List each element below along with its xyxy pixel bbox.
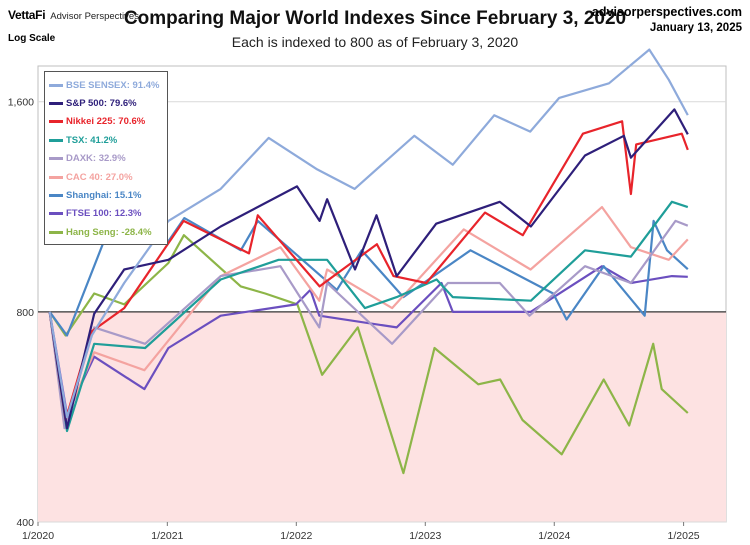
- legend-item: FTSE 100: 12.3%: [49, 205, 163, 223]
- x-tick-label: 1/2024: [538, 530, 570, 542]
- series-line-bse-sensex: [48, 48, 689, 419]
- series-line-ftse-100: [48, 265, 688, 416]
- site-url: advisorperspectives.com: [591, 5, 742, 19]
- series-line-s-p-500: [48, 108, 689, 430]
- legend-swatch: [49, 138, 63, 142]
- legend-label: FTSE 100: 12.3%: [66, 208, 142, 220]
- legend-item: TSX: 41.2%: [49, 131, 163, 149]
- x-tick-label: 1/2023: [409, 530, 441, 542]
- x-tick-label: 1/2020: [22, 530, 54, 542]
- legend-item: BSE SENSEX: 91.4%: [49, 76, 163, 94]
- legend-label: Nikkei 225: 70.6%: [66, 116, 146, 128]
- series-line-tsx: [48, 200, 689, 433]
- chart-title: Comparing Major World Indexes Since Febr…: [123, 8, 627, 29]
- legend-item: Hang Seng: -28.4%: [49, 223, 163, 241]
- legend-item: DAXK: 32.9%: [49, 150, 163, 168]
- legend-label: DAXK: 32.9%: [66, 153, 126, 165]
- chart-subtitle: Each is indexed to 800 as of February 3,…: [231, 34, 519, 50]
- series-line-hang-seng: [48, 234, 689, 475]
- legend-label: BSE SENSEX: 91.4%: [66, 79, 160, 91]
- legend-item: S&P 500: 79.6%: [49, 94, 163, 112]
- legend-swatch: [49, 212, 63, 216]
- series-line-nikkei-225: [48, 120, 689, 422]
- legend-label: Shanghai: 15.1%: [66, 190, 142, 202]
- legend-item: Shanghai: 15.1%: [49, 186, 163, 204]
- chart-axes: 400 800 1,600 1/2020 1/2021 1/2022 1/2023 1/202…: [8, 97, 700, 542]
- legend-label: S&P 500: 79.6%: [66, 98, 137, 110]
- legend-item: CAC 40: 27.0%: [49, 168, 163, 186]
- below-baseline-region: [38, 311, 726, 522]
- chart-legend: BSE SENSEX: 91.4% S&P 500: 79.6% Nikkei 22…: [44, 71, 168, 245]
- log-scale-note: Log Scale: [8, 33, 56, 44]
- legend-swatch: [49, 157, 63, 161]
- legend-label: CAC 40: 27.0%: [66, 171, 133, 183]
- y-tick-label: 1,600: [8, 97, 34, 109]
- brand-subtitle: Advisor Perspectives: [50, 11, 139, 22]
- legend-swatch: [49, 194, 63, 198]
- legend-swatch: [49, 102, 63, 106]
- series-line-cac-40: [48, 206, 689, 422]
- brand-name: VettaFi: [8, 8, 46, 22]
- legend-label: Hang Seng: -28.4%: [66, 226, 152, 238]
- legend-item: Nikkei 225: 70.6%: [49, 113, 163, 131]
- x-tick-label: 1/2021: [151, 530, 183, 542]
- vettafi-logo: VettaFi Advisor Perspectives: [8, 8, 139, 22]
- x-tick-label: 1/2022: [280, 530, 312, 542]
- y-tick-label: 400: [16, 517, 34, 529]
- legend-swatch: [49, 230, 63, 234]
- legend-swatch: [49, 83, 63, 87]
- legend-label: TSX: 41.2%: [66, 134, 118, 146]
- publish-date: January 13, 2025: [649, 22, 742, 34]
- x-tick-label: 1/2025: [668, 530, 700, 542]
- legend-swatch: [49, 120, 63, 124]
- legend-swatch: [49, 175, 63, 179]
- y-tick-label: 800: [16, 307, 34, 319]
- series-line-daxk: [48, 219, 689, 430]
